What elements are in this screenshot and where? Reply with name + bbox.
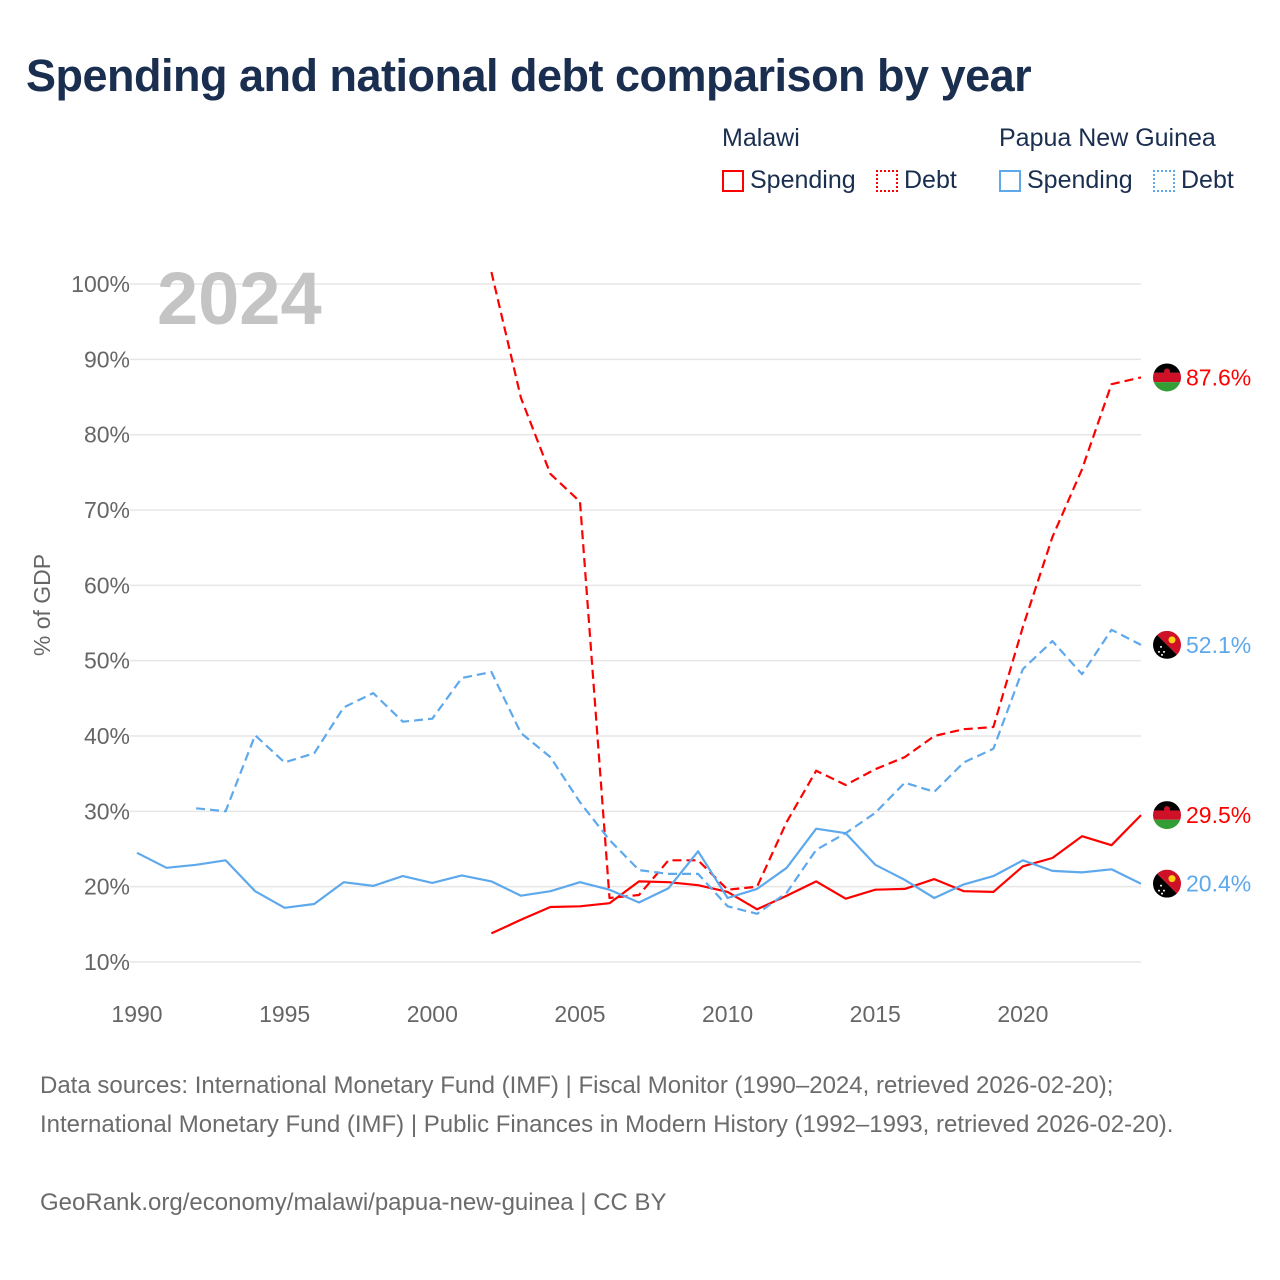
legend-png-spending[interactable]: Spending: [999, 166, 1133, 195]
chart-title: Spending and national debt comparison by…: [26, 50, 1032, 101]
y-tick-label: 70%: [84, 497, 130, 523]
year-watermark: 2024: [157, 257, 322, 340]
y-tick-label: 80%: [84, 422, 130, 448]
end-value-label: 87.6%: [1186, 364, 1251, 390]
series-line-malawi-debt: [490, 271, 1142, 900]
y-tick-label: 100%: [71, 271, 130, 297]
end-value-label: 52.1%: [1186, 632, 1251, 658]
legend-label: Spending: [1027, 166, 1133, 194]
legend-malawi-debt[interactable]: Debt: [876, 166, 957, 195]
series-line-malawi-spending: [490, 814, 1142, 935]
legend-swatch-dotted: [1153, 169, 1175, 192]
y-tick-label: 30%: [84, 798, 130, 824]
y-tick-label: 60%: [84, 572, 130, 598]
y-tick-label: 50%: [84, 648, 130, 674]
y-axis-label: % of GDP: [29, 554, 55, 656]
legend-malawi-heading: Malawi: [722, 124, 800, 152]
x-tick-label: 2000: [407, 1001, 458, 1027]
x-tick-label: 2015: [850, 1001, 901, 1027]
x-tick-label: 2005: [554, 1001, 605, 1027]
legend-label: Debt: [904, 166, 957, 194]
y-tick-label: 90%: [84, 346, 130, 372]
x-tick-label: 2010: [702, 1001, 753, 1027]
y-tick-label: 20%: [84, 874, 130, 900]
series-line-papua-new-guinea-spending: [136, 827, 1142, 909]
x-tick-label: 2020: [997, 1001, 1048, 1027]
x-tick-label: 1990: [111, 1001, 162, 1027]
legend-label: Debt: [1181, 166, 1234, 194]
credit-link[interactable]: GeoRank.org/economy/malawi/papua-new-gui…: [40, 1189, 667, 1216]
end-value-label: 20.4%: [1186, 871, 1251, 897]
malawi-flag-icon: [1153, 363, 1181, 392]
png-flag-icon: [1153, 630, 1181, 659]
end-value-label: 29.5%: [1186, 802, 1251, 828]
line-chart: 10% 20% 30% 40% 50% 60% 70% 80% 90% 100% 1990 1995 2…: [29, 257, 1251, 1027]
data-sources: Data sources: International Monetary Fun…: [40, 1072, 1174, 1138]
legend-png-debt[interactable]: Debt: [1153, 166, 1234, 195]
legend-png-heading: Papua New Guinea: [999, 124, 1216, 152]
legend-swatch-solid: [999, 169, 1021, 192]
legend-malawi-spending[interactable]: Spending: [722, 166, 856, 195]
y-tick-label: 40%: [84, 723, 130, 749]
legend-label: Spending: [750, 166, 856, 194]
y-tick-label: 10%: [84, 949, 130, 975]
malawi-flag-icon: [1153, 801, 1181, 830]
legend-swatch-dotted: [876, 169, 898, 192]
series-line-papua-new-guinea-debt: [195, 628, 1142, 915]
legend-swatch-solid: [722, 169, 744, 192]
png-flag-icon: [1153, 869, 1181, 898]
x-tick-label: 1995: [259, 1001, 310, 1027]
